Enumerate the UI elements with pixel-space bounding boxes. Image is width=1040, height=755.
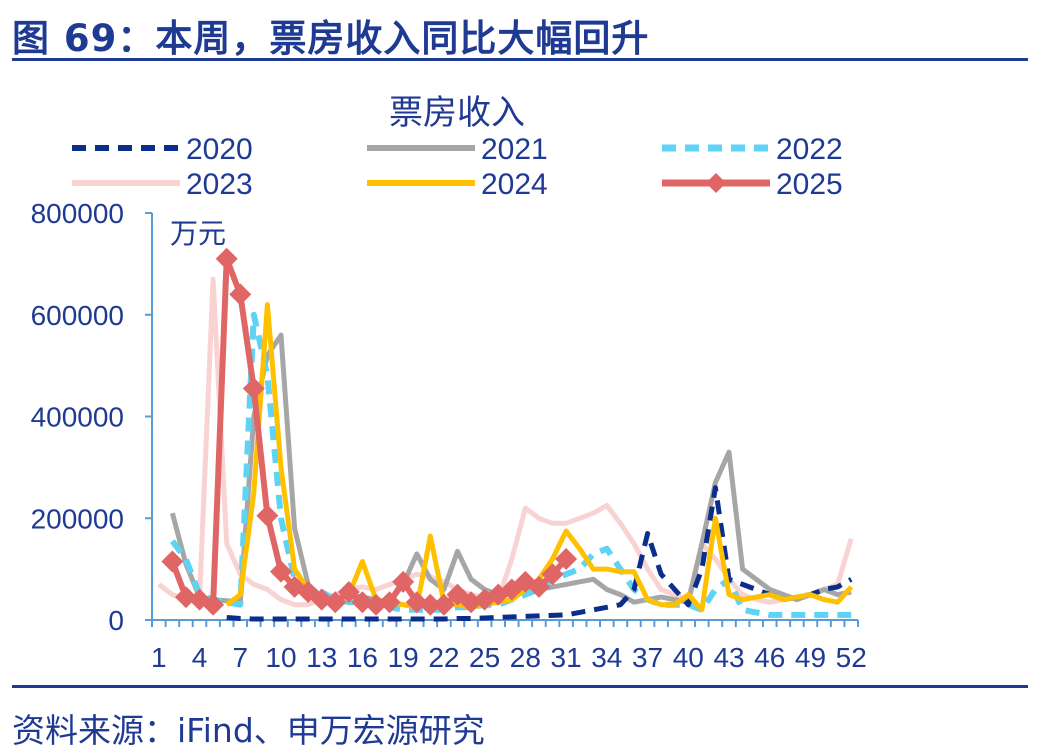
data-point-2025 (324, 591, 347, 614)
x-tick-label: 28 (510, 642, 541, 673)
x-tick-label: 52 (836, 642, 867, 673)
legend-marker-2025 (706, 173, 726, 193)
data-point-2025 (541, 563, 564, 586)
data-point-2025 (351, 591, 374, 614)
x-tick-label: 22 (428, 642, 459, 673)
legend-item-2023: 2023 (72, 168, 253, 201)
legend-label-2021: 2021 (481, 133, 548, 166)
data-point-2025 (256, 504, 279, 527)
line-chart: 票房收入 2020 2021 2022 2023 2024 2025 0 200000 400… (31, 94, 867, 673)
x-tick-label: 46 (754, 642, 785, 673)
legend-label-2023: 2023 (186, 168, 253, 201)
x-tick-label: 16 (347, 642, 378, 673)
data-point-2025 (405, 591, 428, 614)
x-tick-label: 7 (232, 642, 248, 673)
figure-title: 图 69：本周，票房收入同比大幅回升 (12, 17, 650, 60)
data-point-2025 (242, 377, 265, 400)
data-point-2025 (337, 581, 360, 604)
data-point-2025 (365, 593, 388, 616)
y-tick-label: 0 (108, 605, 124, 636)
data-point-2025 (460, 591, 483, 614)
y-tick-label: 800000 (31, 198, 124, 229)
data-point-2025 (527, 575, 550, 598)
series-2024 (225, 302, 854, 613)
x-tick-label: 37 (632, 642, 663, 673)
x-tick-label: 43 (713, 642, 744, 673)
legend-item-2025: 2025 (662, 168, 843, 201)
x-tick-label: 4 (192, 642, 208, 673)
data-point-2025 (229, 283, 252, 306)
axes: 0 200000 400000 600000 800000 1 4 7 10 13 16 19 22 25… (31, 198, 867, 673)
legend-label-2020: 2020 (186, 133, 253, 166)
legend-item-2021: 2021 (367, 133, 548, 166)
source-note: 资料来源：iFind、申万宏源研究 (12, 711, 485, 750)
legend-label-2022: 2022 (776, 133, 843, 166)
series-2023 (157, 276, 854, 608)
x-tick-label: 34 (591, 642, 622, 673)
data-point-2025 (202, 593, 225, 616)
legend-label-2024: 2024 (481, 168, 548, 201)
x-tick-label: 31 (551, 642, 582, 673)
series-line-2020 (226, 485, 853, 622)
data-point-2025 (432, 593, 455, 616)
data-point-2025 (215, 247, 238, 270)
x-tick-label: 13 (306, 642, 337, 673)
x-tick-label: 19 (388, 642, 419, 673)
x-tick-label: 10 (265, 642, 296, 673)
x-tick-label: 40 (673, 642, 704, 673)
footer-rule (12, 685, 1028, 688)
header-rule (12, 58, 1028, 61)
series-2020 (226, 485, 853, 622)
x-tick-label: 49 (795, 642, 826, 673)
series-layer (157, 247, 854, 622)
y-tick-label: 600000 (31, 300, 124, 331)
y-unit-label: 万元 (170, 218, 226, 249)
y-tick-label: 400000 (31, 402, 124, 433)
chart-title: 票房收入 (389, 94, 525, 132)
data-point-2025 (174, 586, 197, 609)
data-point-2025 (378, 591, 401, 614)
series-line-2023 (157, 276, 854, 608)
data-point-2025 (310, 588, 333, 611)
data-point-2025 (392, 570, 415, 593)
data-point-2025 (555, 547, 578, 570)
data-point-2025 (419, 593, 442, 616)
y-tick-label: 200000 (31, 503, 124, 534)
legend-label-2025: 2025 (776, 168, 843, 201)
legend-item-2024: 2024 (367, 168, 548, 201)
legend-item-2020: 2020 (72, 133, 253, 166)
x-tick-label: 1 (151, 642, 167, 673)
series-line-2024 (225, 302, 854, 613)
x-tick-label: 25 (469, 642, 500, 673)
legend-item-2022: 2022 (662, 133, 843, 166)
series-2025 (161, 247, 578, 616)
data-point-2025 (161, 550, 184, 573)
data-point-2025 (269, 560, 292, 583)
legend: 2020 2021 2022 2023 2024 2025 (72, 133, 843, 201)
